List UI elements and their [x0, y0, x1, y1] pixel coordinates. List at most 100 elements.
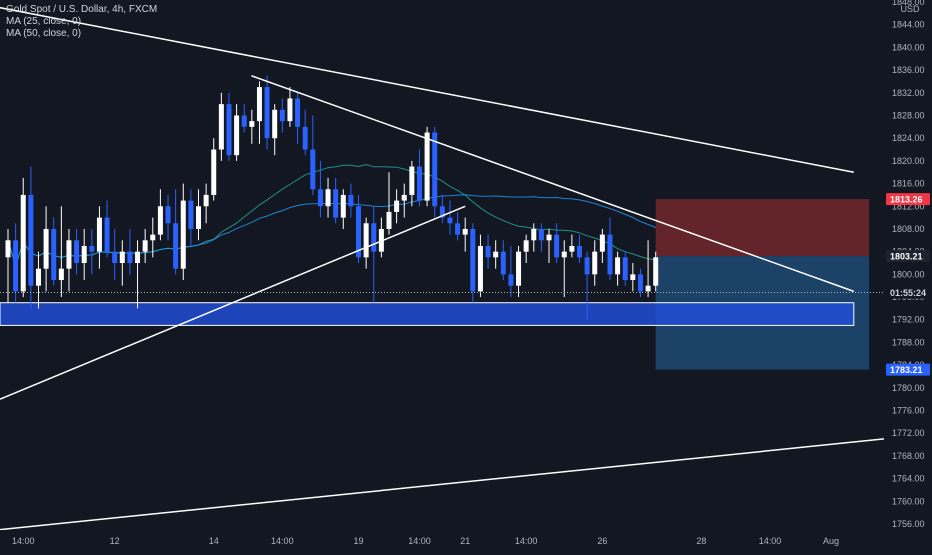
candle[interactable]	[577, 234, 582, 263]
candle[interactable]	[516, 245, 522, 298]
candle[interactable]	[538, 223, 544, 252]
candle[interactable]	[592, 240, 598, 286]
candle[interactable]	[287, 87, 293, 127]
candle[interactable]	[554, 223, 560, 263]
candle[interactable]	[302, 109, 308, 156]
candle[interactable]	[211, 138, 217, 201]
candle[interactable]	[58, 206, 64, 298]
candle[interactable]	[142, 228, 148, 263]
ma50-legend[interactable]: MA (50, close, 0)	[6, 28, 82, 39]
candle[interactable]	[112, 228, 118, 281]
candle[interactable]	[249, 109, 255, 144]
candle[interactable]	[348, 183, 354, 218]
symbol-title[interactable]: Gold Spot / U.S. Dollar, 4h, FXCM	[6, 4, 158, 15]
candle[interactable]	[561, 240, 567, 298]
support-zone[interactable]	[0, 302, 855, 326]
candle[interactable]	[615, 251, 621, 286]
candle[interactable]	[500, 240, 506, 281]
trendline[interactable]	[0, 205, 466, 400]
candle[interactable]	[599, 228, 605, 263]
candle[interactable]	[28, 166, 34, 309]
candle[interactable]	[523, 234, 529, 263]
candle[interactable]	[607, 217, 613, 281]
candle[interactable]	[279, 98, 285, 133]
candle[interactable]	[295, 92, 301, 144]
candle[interactable]	[66, 228, 72, 292]
candle[interactable]	[13, 223, 19, 303]
candle[interactable]	[203, 183, 209, 224]
candle[interactable]	[127, 228, 133, 275]
candle[interactable]	[394, 189, 400, 224]
candle[interactable]	[256, 81, 262, 144]
candle[interactable]	[20, 177, 26, 298]
candle[interactable]	[157, 189, 163, 241]
candle[interactable]	[241, 104, 247, 133]
candle[interactable]	[196, 189, 201, 241]
candle[interactable]	[333, 177, 339, 224]
candle[interactable]	[226, 92, 232, 161]
candle[interactable]	[81, 228, 87, 281]
candle[interactable]	[173, 189, 179, 275]
candle[interactable]	[477, 234, 483, 298]
candle[interactable]	[317, 160, 323, 218]
candle[interactable]	[51, 217, 57, 286]
candle[interactable]	[325, 177, 331, 218]
trendline[interactable]	[0, 438, 885, 531]
candle[interactable]	[493, 240, 499, 269]
candle[interactable]	[165, 194, 171, 241]
candle[interactable]	[653, 251, 659, 292]
candle[interactable]	[447, 200, 453, 235]
candle[interactable]	[310, 115, 316, 195]
candle[interactable]	[340, 189, 346, 229]
candle[interactable]	[74, 228, 80, 275]
candle[interactable]	[5, 228, 11, 303]
candle[interactable]	[264, 75, 270, 150]
candle[interactable]	[531, 223, 537, 252]
candle[interactable]	[371, 206, 377, 303]
candle[interactable]	[119, 240, 125, 286]
ma25-legend[interactable]: MA (25, close, 0)	[6, 16, 82, 27]
candle[interactable]	[135, 240, 141, 309]
candle-body	[51, 228, 57, 281]
candle[interactable]	[470, 223, 476, 303]
trendline[interactable]	[251, 75, 855, 293]
candle-body	[577, 245, 582, 258]
candle[interactable]	[409, 160, 415, 207]
candle[interactable]	[363, 217, 369, 269]
candle[interactable]	[386, 172, 392, 235]
candle[interactable]	[356, 194, 362, 263]
candle[interactable]	[150, 217, 156, 258]
candle[interactable]	[104, 200, 110, 258]
candle[interactable]	[401, 183, 407, 218]
trendline[interactable]	[0, 6, 854, 173]
candle[interactable]	[188, 189, 194, 246]
candle[interactable]	[455, 211, 461, 241]
candle[interactable]	[424, 126, 430, 207]
candle[interactable]	[508, 245, 514, 298]
candle[interactable]	[378, 217, 384, 258]
candle[interactable]	[43, 206, 49, 292]
candle[interactable]	[630, 263, 636, 292]
candle[interactable]	[89, 228, 95, 275]
candle[interactable]	[180, 183, 186, 281]
candle[interactable]	[485, 234, 491, 269]
candle[interactable]	[546, 228, 552, 263]
candle[interactable]	[272, 104, 278, 156]
candle[interactable]	[637, 268, 643, 298]
candle[interactable]	[35, 251, 41, 309]
candle[interactable]	[622, 251, 628, 286]
candle[interactable]	[96, 206, 102, 269]
candle[interactable]	[569, 234, 575, 258]
candle[interactable]	[645, 240, 651, 298]
candle[interactable]	[218, 92, 224, 161]
candle[interactable]	[234, 104, 240, 161]
stop-loss-zone[interactable]	[655, 199, 870, 257]
time-axis[interactable]: 14:00 12 14 14:00 19 14:00 21 14:00 26 28 14:00 Aug	[0, 530, 932, 550]
candle[interactable]	[584, 251, 590, 320]
candle[interactable]	[462, 217, 468, 252]
candle[interactable]	[439, 194, 445, 224]
candle[interactable]	[416, 149, 422, 207]
